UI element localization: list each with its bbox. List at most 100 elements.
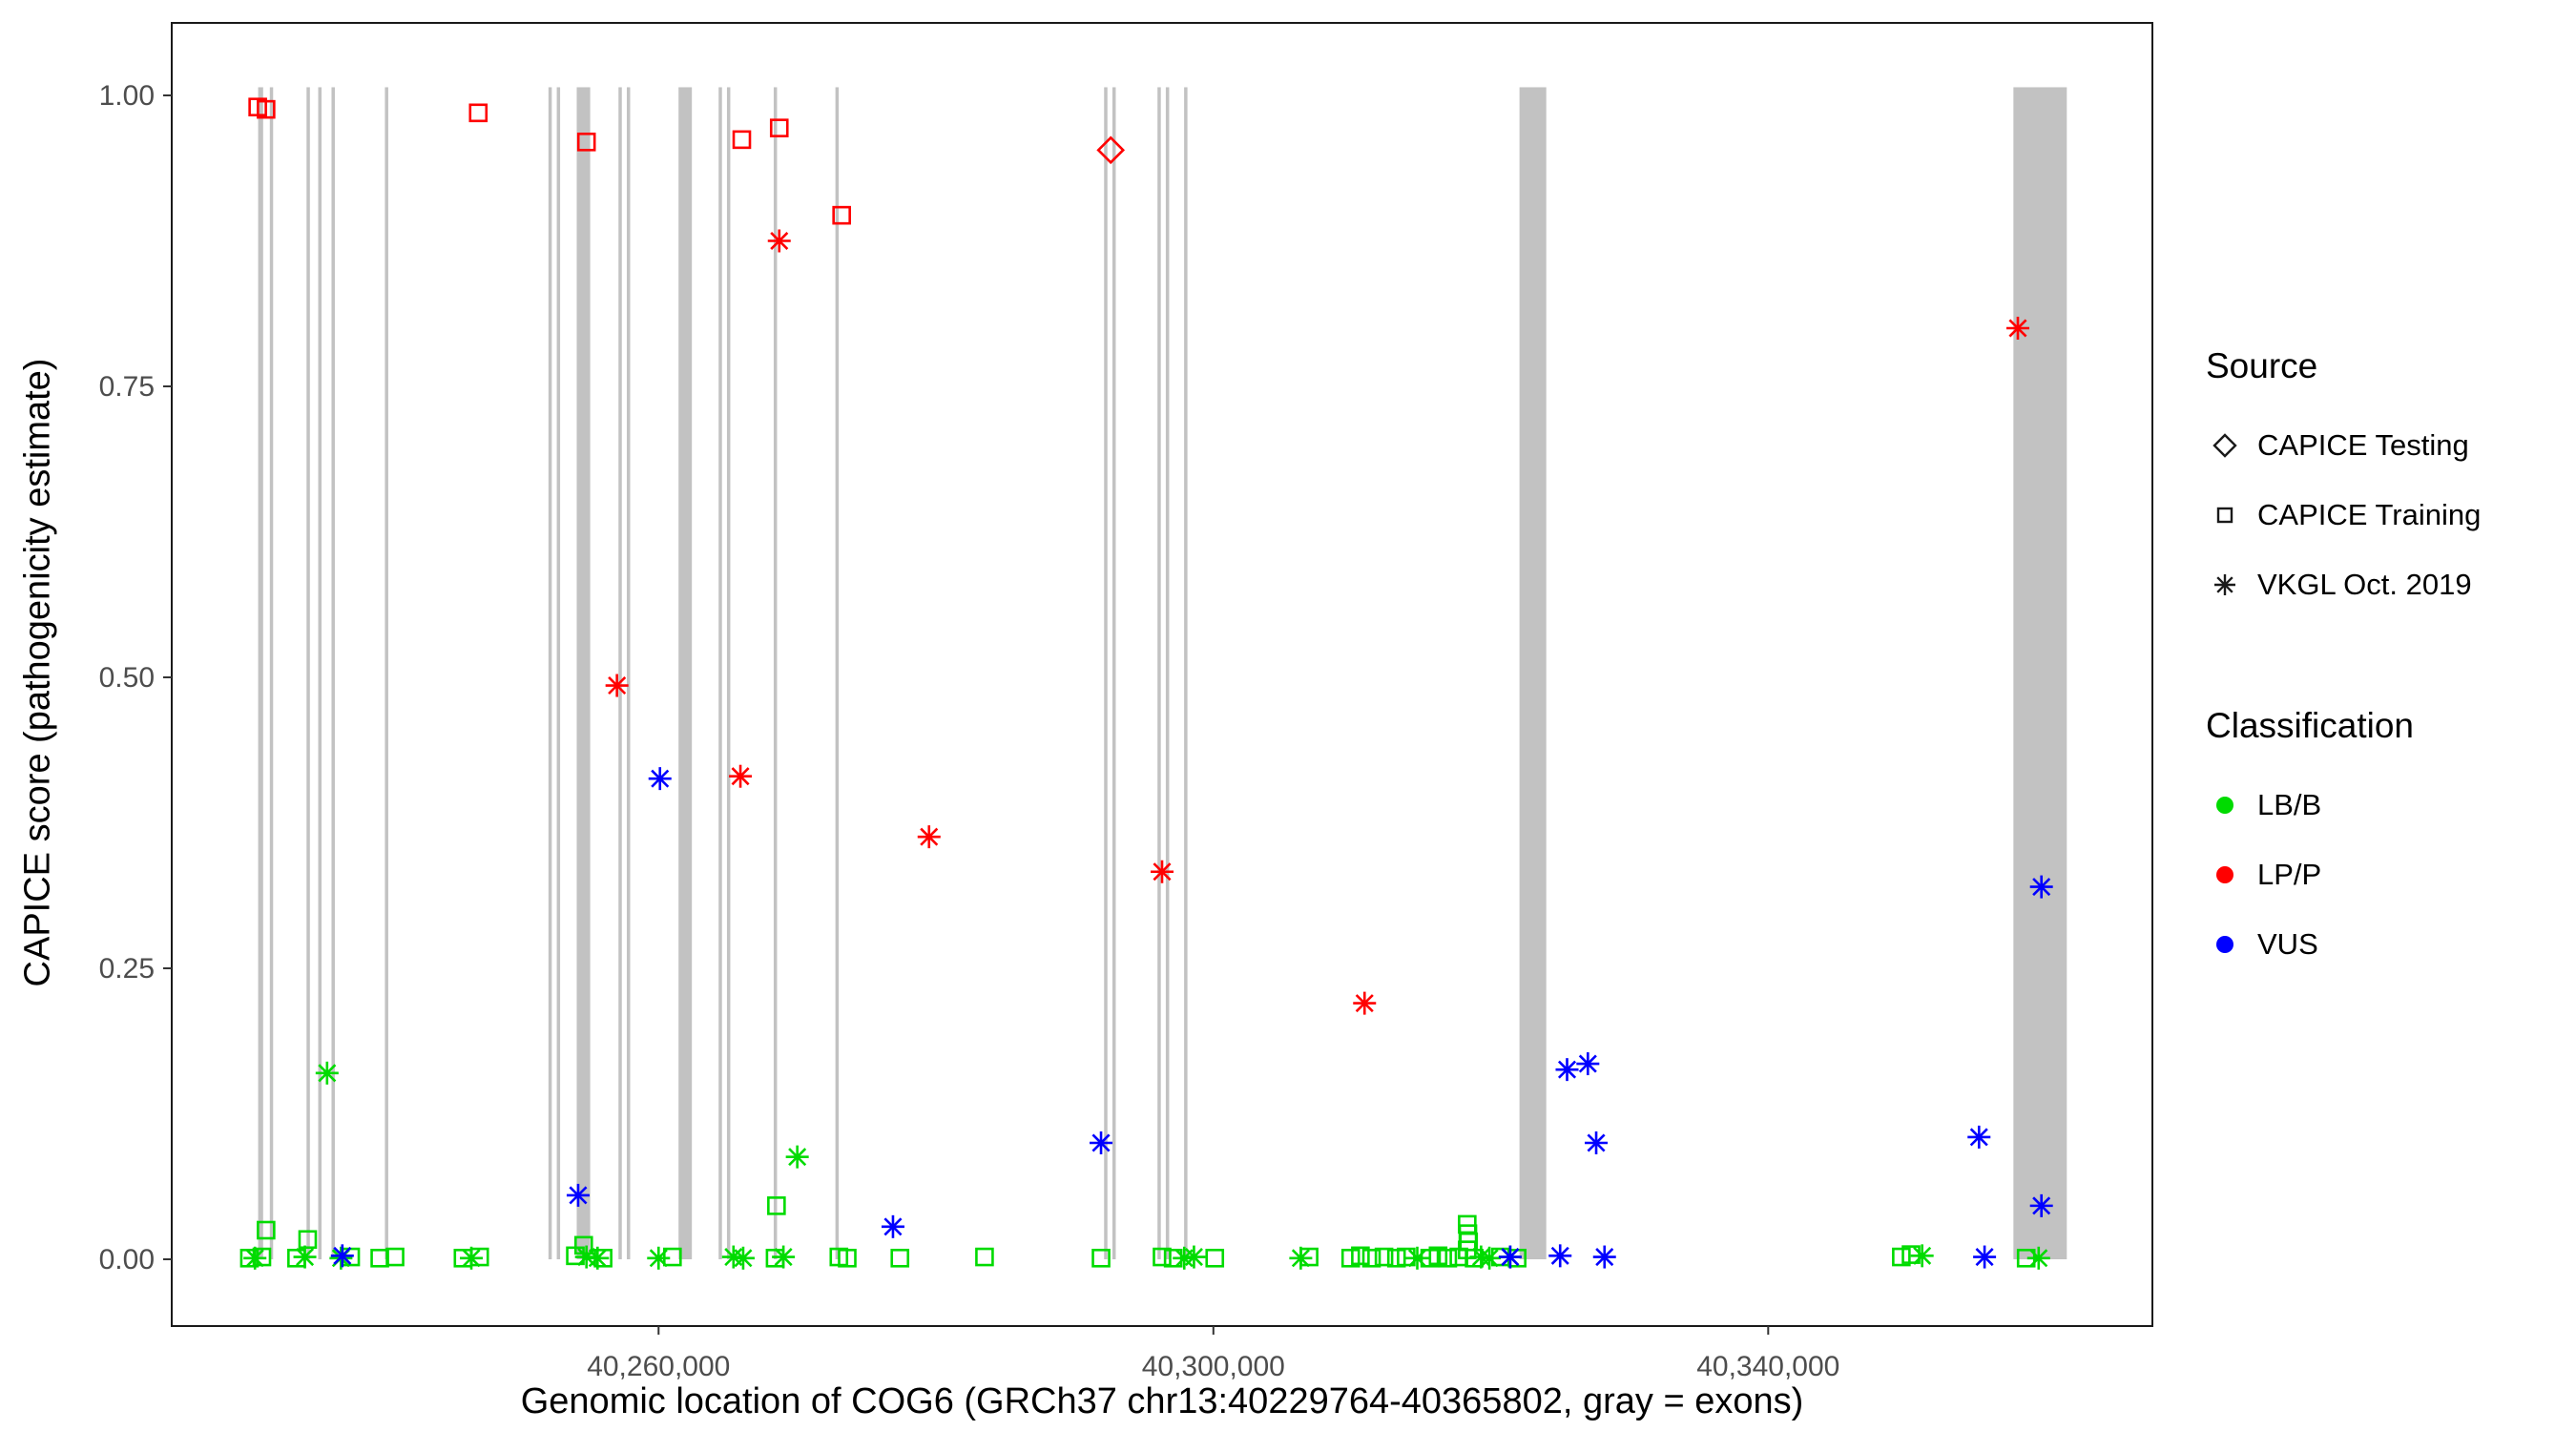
series-lp-p-square	[248, 97, 851, 225]
point-square	[832, 205, 851, 225]
point-asterisk	[460, 1246, 484, 1270]
legend-item-vus: VUS	[2206, 909, 2576, 979]
y-tick-label: 0.50	[99, 662, 155, 694]
x-axis-title: Genomic location of COG6 (GRCh37 chr13:4…	[520, 1381, 1804, 1421]
point-asterisk	[1548, 1244, 1572, 1268]
series-lb-b-square	[239, 1196, 2036, 1268]
point-asterisk	[917, 825, 941, 849]
legend-item-capice-testing: CAPICE Testing	[2206, 410, 2576, 480]
exon-bar	[269, 87, 274, 1260]
series-lb-b-asterisk	[243, 1061, 2050, 1270]
legend-item-lp-p: LP/P	[2206, 840, 2576, 909]
exon-bar	[1519, 87, 1547, 1260]
exon-bar	[556, 87, 561, 1260]
point-square	[767, 1196, 786, 1215]
vus-color-dot	[2216, 935, 2233, 953]
point-asterisk	[1182, 1245, 1206, 1269]
point-asterisk	[1289, 1246, 1313, 1270]
point-asterisk	[1478, 1246, 1502, 1270]
exon-bar	[626, 87, 631, 1260]
point-asterisk	[2005, 317, 2029, 340]
point-square	[1153, 1247, 1172, 1267]
exon-bar	[384, 87, 388, 1260]
series-vus-asterisk	[330, 767, 2053, 1269]
point-square	[1340, 1248, 1361, 1268]
point-square	[890, 1248, 910, 1268]
point-asterisk	[1585, 1131, 1609, 1154]
point-square	[838, 1248, 857, 1268]
point-asterisk	[1973, 1245, 1997, 1269]
plot-panel-border	[171, 22, 2153, 1327]
point-asterisk	[647, 1246, 671, 1270]
classification-legend-title: Classification	[2206, 706, 2414, 745]
point-square	[385, 1247, 405, 1267]
series-lp-p-diamond	[1096, 135, 1126, 165]
point-asterisk	[315, 1061, 339, 1085]
source-legend: Source CAPICE Testing CAPICE Training	[2206, 345, 2576, 619]
point-asterisk	[586, 1246, 610, 1270]
point-square	[1351, 1246, 1370, 1266]
x-tick-label: 40,260,000	[587, 1351, 730, 1382]
point-square	[1386, 1248, 1406, 1268]
axis-ticks: 40,260,000 40,300,000 40,340,000 0.00 0.25 0.…	[99, 80, 1840, 1382]
point-asterisk	[772, 1245, 796, 1269]
point-asterisk	[2026, 1246, 2050, 1270]
source-legend-title: Source	[2206, 346, 2318, 385]
point-square	[468, 103, 488, 123]
point-square	[1438, 1248, 1458, 1268]
asterisk-icon	[2214, 573, 2235, 595]
point-asterisk	[330, 1244, 354, 1268]
point-square	[1091, 1248, 1111, 1268]
point-asterisk	[1967, 1125, 1991, 1149]
exon-bar	[548, 87, 552, 1260]
x-tick-label: 40,300,000	[1142, 1351, 1285, 1382]
y-tick-label: 0.25	[99, 953, 155, 985]
exon-bar	[678, 87, 693, 1260]
point-square	[1374, 1247, 1394, 1267]
point-asterisk	[1151, 860, 1174, 883]
legend-item-lb-b: LB/B	[2206, 770, 2576, 840]
x-tick-label: 40,340,000	[1696, 1351, 1839, 1382]
legend-item-label: VUS	[2257, 926, 2318, 961]
exon-bar	[306, 87, 310, 1260]
legend-item-label: CAPICE Testing	[2257, 427, 2469, 462]
point-square	[769, 118, 789, 137]
y-tick-label: 0.00	[99, 1244, 155, 1275]
point-asterisk	[1405, 1246, 1429, 1270]
exon-bar	[318, 87, 322, 1260]
exon-bar	[718, 87, 722, 1260]
point-square	[1428, 1246, 1448, 1266]
legend-item-label: LP/P	[2257, 857, 2322, 891]
point-square	[298, 1230, 318, 1250]
point-asterisk	[1353, 991, 1377, 1015]
exon-bar	[2013, 87, 2067, 1260]
exon-bar	[1184, 87, 1188, 1260]
point-asterisk	[767, 229, 791, 253]
point-square	[257, 1220, 276, 1240]
legend-item-label: CAPICE Training	[2257, 497, 2482, 531]
series-lp-p-asterisk	[605, 229, 2029, 1015]
point-asterisk	[1090, 1131, 1113, 1154]
exon-bar	[576, 87, 591, 1260]
exon-bar	[258, 87, 263, 1260]
legend-item-capice-training: CAPICE Training	[2206, 480, 2576, 550]
exon-bar	[835, 87, 840, 1260]
point-asterisk	[1576, 1052, 1600, 1076]
point-asterisk	[243, 1246, 267, 1270]
point-asterisk	[731, 1246, 755, 1270]
point-diamond	[1096, 135, 1126, 165]
classification-legend: Classification LB/B LP/P VUS	[2206, 705, 2576, 979]
legend-item-label: LB/B	[2257, 787, 2322, 821]
point-asterisk	[729, 764, 753, 788]
point-square	[732, 130, 752, 150]
diamond-icon	[2212, 432, 2237, 458]
point-asterisk	[2029, 875, 2053, 899]
exon-bar	[1157, 87, 1161, 1260]
point-asterisk	[605, 674, 629, 697]
legend-panel: Source CAPICE Testing CAPICE Training	[2206, 345, 2576, 979]
exon-bar	[331, 87, 335, 1260]
lb-b-color-dot	[2216, 796, 2233, 814]
point-asterisk	[1592, 1245, 1616, 1269]
